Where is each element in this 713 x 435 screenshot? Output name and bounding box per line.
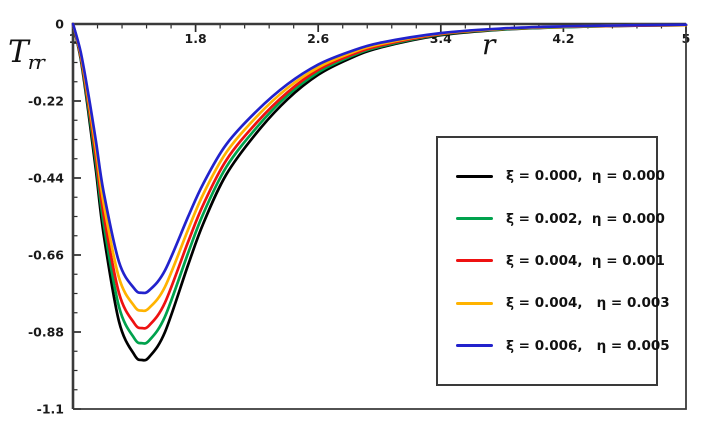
curve-series-4	[71, 22, 688, 295]
x-axis-title: r	[482, 28, 496, 61]
legend-label: ξ = 0.002, η = 0.000	[506, 210, 665, 227]
y-tick-label: 0	[55, 17, 64, 32]
legend-line-black	[456, 174, 493, 178]
legend-item: ξ = 0.000, η = 0.000	[456, 168, 665, 184]
legend-label: ξ = 0.000, η = 0.000	[506, 168, 665, 185]
legend: ξ = 0.000, η = 0.000 ξ = 0.002, η = 0.00…	[436, 136, 670, 386]
y-axis-title-base: T	[8, 34, 29, 70]
legend-line-orange	[456, 301, 493, 305]
y-tick-label: -0.44	[28, 171, 64, 186]
legend-item: ξ = 0.004, η = 0.001	[456, 253, 665, 269]
y-tick-label: -0.22	[28, 94, 64, 109]
x-tick-label: 1.8	[185, 31, 207, 46]
legend-label: ξ = 0.004, η = 0.001	[506, 252, 665, 269]
y-tick-label: -0.66	[28, 248, 64, 263]
legend-line-red	[456, 259, 493, 263]
axis-bottom-right	[73, 24, 687, 410]
y-tick-label: -1.1	[37, 402, 64, 417]
y-axis-title: Trr	[8, 34, 45, 74]
legend-label: ξ = 0.006, η = 0.005	[506, 337, 670, 354]
legend-label: ξ = 0.004, η = 0.003	[506, 295, 670, 312]
x-tick-label: 4.2	[552, 31, 574, 46]
legend-line-blue	[456, 344, 493, 348]
legend-item: ξ = 0.002, η = 0.000	[456, 211, 665, 227]
legend-item: ξ = 0.006, η = 0.005	[456, 338, 670, 354]
y-axis-title-sub: rr	[27, 50, 45, 74]
x-tick-label: 2.6	[307, 31, 329, 46]
legend-line-green	[456, 217, 493, 221]
y-tick-label: -0.88	[28, 325, 64, 340]
legend-item: ξ = 0.004, η = 0.003	[456, 295, 670, 311]
